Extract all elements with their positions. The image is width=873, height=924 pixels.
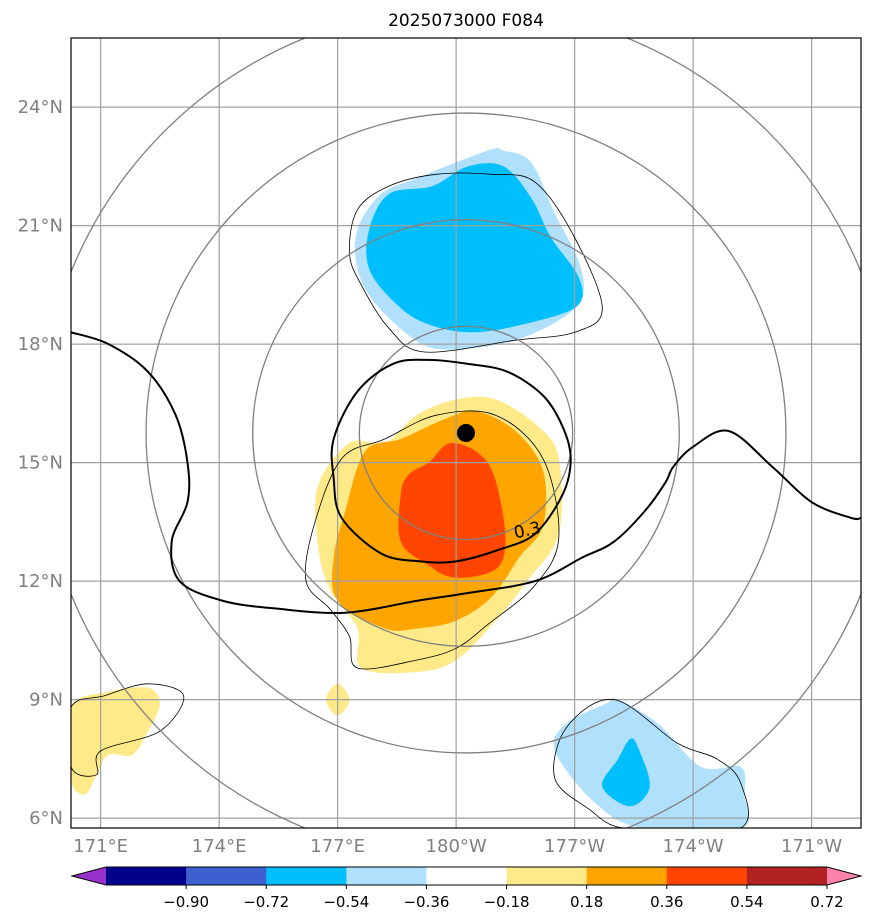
storm-center-marker xyxy=(457,424,475,442)
x-tick-label: 180°W xyxy=(426,836,487,857)
colorbar-extend-low xyxy=(72,867,106,885)
y-tick-label: 12°N xyxy=(18,571,63,592)
y-tick-label: 9°N xyxy=(29,690,63,711)
filled-region xyxy=(602,738,650,807)
colorbar-tick-label: 0.18 xyxy=(570,893,603,911)
colorbar-tick-label: 0.36 xyxy=(650,893,683,911)
y-tick-label: 24°N xyxy=(18,97,63,118)
colorbar-tick-label: −0.36 xyxy=(403,893,449,911)
y-tick-label: 6°N xyxy=(29,808,63,829)
x-tick-label: 177°W xyxy=(544,836,605,857)
colorbar-swatch xyxy=(186,867,267,885)
colorbar-swatch xyxy=(506,867,588,885)
thin-contour-line xyxy=(348,172,603,353)
black-contour-ring xyxy=(330,358,572,564)
y-tick-labels: 24°N 21°N 18°N 15°N 12°N 9°N 6°N xyxy=(18,97,63,829)
colorbar-swatch xyxy=(346,867,428,885)
filled-region xyxy=(71,687,160,795)
colorbar-swatch xyxy=(426,867,508,885)
black-contour-line xyxy=(71,331,861,614)
colorbar-tick-label: −0.90 xyxy=(163,893,209,911)
colorbar-tick-label: −0.54 xyxy=(323,893,369,911)
y-tick-label: 15°N xyxy=(18,453,63,474)
x-tick-label: 171°W xyxy=(781,836,842,857)
colorbar-extend-high xyxy=(827,867,861,885)
range-ring xyxy=(252,219,680,647)
gridlines xyxy=(71,38,861,828)
thin-contours xyxy=(71,172,749,828)
thin-contour-line xyxy=(71,683,185,777)
filled-region xyxy=(398,442,506,578)
colorbar-tick-label: 0.72 xyxy=(810,893,843,911)
range-ring xyxy=(358,325,574,541)
chart-title: 2025073000 F084 xyxy=(388,11,544,31)
x-tick-label: 171°E xyxy=(73,836,128,857)
colorbar-outline xyxy=(70,866,863,886)
y-tick-label: 21°N xyxy=(18,216,63,237)
range-rings xyxy=(71,38,861,828)
range-ring xyxy=(145,112,787,754)
colorbar-swatch xyxy=(106,867,187,885)
black-contour: 0.3 xyxy=(71,331,861,614)
x-tick-label: 174°W xyxy=(663,836,724,857)
colorbar-swatch xyxy=(666,867,748,885)
colorbar: −0.90 −0.72 −0.54 −0.36 −0.18 0.18 0.36 0.54 0.7… xyxy=(70,866,863,911)
x-tick-label: 177°E xyxy=(310,836,365,857)
colorbar-swatch xyxy=(586,867,668,885)
map-layer: 0.3 xyxy=(71,38,861,828)
filled-region xyxy=(366,163,583,333)
colorbar-tick-label: −0.72 xyxy=(243,893,289,911)
x-tick-label: 174°E xyxy=(192,836,247,857)
x-tick-labels: 171°E 174°E 177°E 180°W 177°W 174°W 171°W xyxy=(73,836,842,857)
map-frame xyxy=(70,37,862,829)
colorbar-tick-label: 0.54 xyxy=(730,893,763,911)
y-tick-label: 18°N xyxy=(18,334,63,355)
thin-contour-line xyxy=(553,699,749,828)
colorbar-swatch xyxy=(746,867,828,885)
colorbar-swatch xyxy=(266,867,347,885)
colorbar-tick-label: −0.18 xyxy=(484,893,530,911)
filled-region xyxy=(553,698,750,828)
filled-contours xyxy=(71,148,750,828)
thin-contour-line xyxy=(304,410,560,670)
